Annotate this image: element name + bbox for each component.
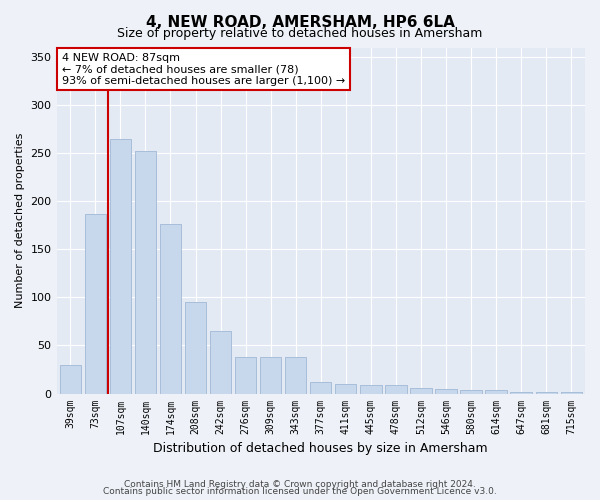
Bar	[410, 388, 431, 394]
Bar	[360, 385, 382, 394]
Bar	[436, 388, 457, 394]
Bar	[460, 390, 482, 394]
Bar	[235, 357, 256, 394]
Bar	[260, 357, 281, 394]
Bar	[185, 302, 206, 394]
Bar	[160, 224, 181, 394]
Bar	[560, 392, 582, 394]
Bar	[511, 392, 532, 394]
Bar	[385, 385, 407, 394]
Text: Contains public sector information licensed under the Open Government Licence v3: Contains public sector information licen…	[103, 488, 497, 496]
Y-axis label: Number of detached properties: Number of detached properties	[15, 133, 25, 308]
Bar	[536, 392, 557, 394]
Text: 4, NEW ROAD, AMERSHAM, HP6 6LA: 4, NEW ROAD, AMERSHAM, HP6 6LA	[146, 15, 454, 30]
Text: Size of property relative to detached houses in Amersham: Size of property relative to detached ho…	[118, 28, 482, 40]
Bar	[335, 384, 356, 394]
Text: 4 NEW ROAD: 87sqm
← 7% of detached houses are smaller (78)
93% of semi-detached : 4 NEW ROAD: 87sqm ← 7% of detached house…	[62, 52, 345, 86]
X-axis label: Distribution of detached houses by size in Amersham: Distribution of detached houses by size …	[154, 442, 488, 455]
Bar	[285, 357, 307, 394]
Bar	[485, 390, 507, 394]
Bar	[59, 364, 81, 394]
Bar	[135, 152, 156, 394]
Bar	[210, 331, 231, 394]
Bar	[310, 382, 331, 394]
Bar	[110, 139, 131, 394]
Bar	[85, 214, 106, 394]
Text: Contains HM Land Registry data © Crown copyright and database right 2024.: Contains HM Land Registry data © Crown c…	[124, 480, 476, 489]
